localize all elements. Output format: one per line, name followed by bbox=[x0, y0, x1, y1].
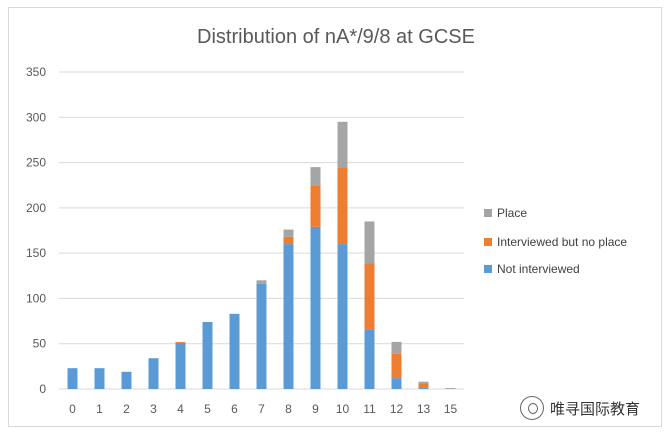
bar-12-series-0 bbox=[391, 378, 402, 389]
y-tick-label-200: 200 bbox=[26, 201, 46, 215]
x-tick-label-1: 1 bbox=[96, 402, 103, 416]
bar-13-series-1 bbox=[418, 383, 429, 388]
x-tick-label-6: 6 bbox=[231, 402, 238, 416]
chart-title: Distribution of nA*/9/8 at GCSE bbox=[197, 26, 475, 48]
legend-swatch-0 bbox=[484, 265, 492, 273]
chart-frame: Distribution of nA*/9/8 at GCSE 0 50 100 15… bbox=[8, 7, 662, 427]
bar-10-series-1 bbox=[337, 168, 348, 245]
bar-8-series-1 bbox=[283, 236, 294, 245]
bar-5-series-0 bbox=[202, 321, 213, 389]
x-tick-label-0: 0 bbox=[69, 402, 76, 416]
y-tick-label-0: 0 bbox=[39, 382, 46, 396]
bar-15-series-2 bbox=[445, 388, 456, 389]
x-tick-label-13: 13 bbox=[417, 402, 431, 416]
x-tick-label-10: 10 bbox=[336, 402, 350, 416]
watermark-text: 唯寻国际教育 bbox=[550, 399, 641, 418]
y-tick-label-350: 350 bbox=[26, 65, 46, 79]
wechat-icon bbox=[520, 396, 544, 420]
bar-4-series-1 bbox=[175, 341, 186, 343]
x-tick-label-2: 2 bbox=[123, 402, 130, 416]
legend-label-0: Not interviewed bbox=[497, 262, 580, 276]
bar-2-series-0 bbox=[121, 371, 132, 389]
bar-7-series-2 bbox=[256, 280, 267, 284]
legend-swatch-2 bbox=[484, 209, 492, 217]
legend-label-2: Place bbox=[497, 206, 527, 220]
bar-9-series-2 bbox=[310, 167, 321, 186]
bar-4-series-0 bbox=[175, 342, 186, 389]
bar-3-series-0 bbox=[148, 358, 159, 389]
bar-8-series-2 bbox=[283, 229, 294, 237]
y-tick-label-100: 100 bbox=[26, 291, 46, 305]
bar-0-series-0 bbox=[67, 368, 78, 389]
bar-9-series-0 bbox=[310, 226, 321, 389]
x-tick-label-12: 12 bbox=[390, 402, 404, 416]
bar-11-series-0 bbox=[364, 329, 375, 389]
watermark: 唯寻国际教育 bbox=[520, 396, 640, 420]
y-tick-label-150: 150 bbox=[26, 246, 46, 260]
bar-10-series-0 bbox=[337, 244, 348, 389]
x-tick-label-3: 3 bbox=[150, 402, 157, 416]
bar-9-series-1 bbox=[310, 185, 321, 227]
bar-8-series-0 bbox=[283, 244, 294, 389]
bar-11-series-2 bbox=[364, 221, 375, 264]
x-tick-label-7: 7 bbox=[258, 402, 265, 416]
y-tick-label-50: 50 bbox=[33, 337, 47, 351]
y-tick-label-250: 250 bbox=[26, 156, 46, 170]
bar-10-series-2 bbox=[337, 121, 348, 169]
y-tick-label-300: 300 bbox=[26, 110, 46, 124]
legend-label-1: Interviewed but no place bbox=[497, 235, 627, 249]
bar-12-series-2 bbox=[391, 341, 402, 354]
bar-11-series-1 bbox=[364, 263, 375, 330]
bar-6-series-0 bbox=[229, 313, 240, 389]
x-tick-label-15: 15 bbox=[444, 402, 458, 416]
legend-swatch-1 bbox=[484, 238, 492, 246]
bar-13-series-0 bbox=[418, 387, 429, 389]
bar-7-series-0 bbox=[256, 283, 267, 389]
x-tick-label-5: 5 bbox=[204, 402, 211, 416]
x-tick-label-8: 8 bbox=[285, 402, 292, 416]
bar-1-series-0 bbox=[94, 368, 105, 389]
bar-13-series-2 bbox=[418, 381, 429, 384]
x-tick-label-11: 11 bbox=[363, 402, 376, 416]
x-tick-label-4: 4 bbox=[177, 402, 184, 416]
bar-12-series-1 bbox=[391, 353, 402, 379]
x-tick-label-9: 9 bbox=[312, 402, 319, 416]
